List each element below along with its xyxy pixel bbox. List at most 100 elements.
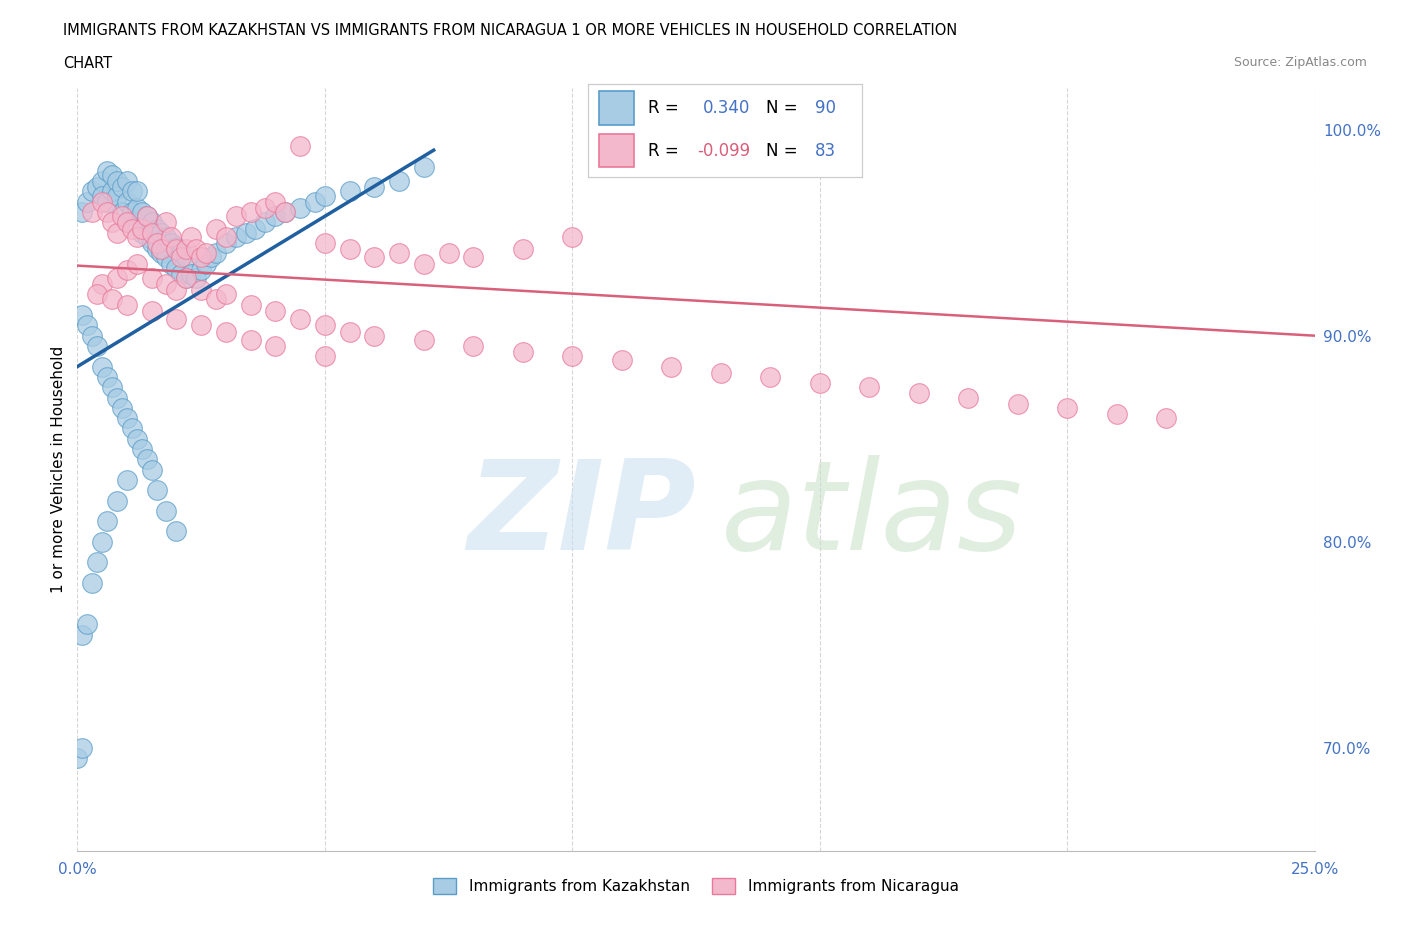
Point — [174, 271, 197, 286]
Point — [165, 524, 187, 538]
Point — [195, 246, 218, 260]
Point — [115, 262, 138, 277]
Point — [82, 576, 104, 591]
Text: atlas: atlas — [721, 455, 1022, 576]
Point — [659, 359, 682, 374]
FancyBboxPatch shape — [599, 134, 634, 167]
Point — [339, 242, 361, 257]
Point — [111, 179, 134, 194]
Point — [412, 256, 434, 271]
Point — [190, 318, 212, 333]
Point — [131, 442, 153, 457]
Point — [105, 493, 128, 508]
Point — [150, 225, 173, 240]
Point — [86, 339, 108, 353]
Point — [205, 221, 228, 236]
Point — [512, 242, 534, 257]
Text: ZIP: ZIP — [467, 455, 696, 576]
Point — [264, 339, 287, 353]
Point — [135, 208, 157, 223]
Point — [759, 369, 782, 384]
Text: R =: R = — [648, 99, 679, 117]
Point — [254, 215, 277, 230]
Point — [91, 277, 114, 292]
Point — [184, 242, 207, 257]
Point — [274, 205, 297, 219]
Point — [111, 401, 134, 416]
Point — [339, 325, 361, 339]
Point — [155, 230, 177, 245]
Point — [111, 208, 134, 223]
Point — [412, 332, 434, 347]
Point — [91, 188, 114, 203]
Point — [610, 353, 633, 368]
Point — [314, 235, 336, 250]
Point — [145, 242, 167, 257]
Point — [125, 230, 148, 245]
Point — [91, 194, 114, 209]
Point — [363, 250, 385, 265]
Point — [170, 250, 193, 265]
Point — [225, 208, 247, 223]
Text: 83: 83 — [815, 141, 837, 160]
Point — [145, 483, 167, 498]
Point — [412, 159, 434, 174]
Point — [174, 250, 197, 265]
Point — [141, 462, 163, 477]
Point — [288, 312, 311, 326]
Point — [135, 208, 157, 223]
Point — [91, 174, 114, 189]
Point — [141, 225, 163, 240]
Point — [174, 242, 197, 257]
Point — [561, 349, 583, 364]
Point — [82, 205, 104, 219]
Point — [105, 225, 128, 240]
Point — [314, 318, 336, 333]
Point — [141, 235, 163, 250]
Point — [72, 205, 94, 219]
Point — [82, 328, 104, 343]
Point — [145, 221, 167, 236]
Point — [125, 184, 148, 199]
Point — [115, 298, 138, 312]
Text: -0.099: -0.099 — [697, 141, 751, 160]
Point — [710, 365, 733, 380]
Point — [96, 205, 118, 219]
Point — [91, 359, 114, 374]
Point — [463, 339, 485, 353]
Point — [165, 260, 187, 275]
Point — [141, 271, 163, 286]
Point — [170, 266, 193, 281]
Point — [121, 184, 143, 199]
Point — [180, 266, 202, 281]
Point — [86, 555, 108, 570]
Point — [190, 262, 212, 277]
Point — [200, 250, 222, 265]
Y-axis label: 1 or more Vehicles in Household: 1 or more Vehicles in Household — [51, 346, 66, 593]
Point — [125, 256, 148, 271]
Point — [101, 291, 124, 306]
Point — [184, 271, 207, 286]
Point — [264, 194, 287, 209]
FancyBboxPatch shape — [599, 91, 634, 125]
Point — [239, 332, 262, 347]
Text: 0.340: 0.340 — [703, 99, 751, 117]
Point — [264, 303, 287, 318]
Point — [105, 188, 128, 203]
Point — [121, 421, 143, 436]
Point — [215, 287, 238, 302]
Point — [215, 230, 238, 245]
Point — [111, 205, 134, 219]
Point — [125, 201, 148, 216]
Point — [215, 235, 238, 250]
Point — [105, 174, 128, 189]
Point — [101, 215, 124, 230]
Point — [1056, 401, 1078, 416]
Point — [150, 246, 173, 260]
Point — [174, 271, 197, 286]
Point — [160, 235, 183, 250]
Point — [858, 379, 880, 394]
Point — [96, 513, 118, 528]
Point — [190, 250, 212, 265]
Point — [239, 205, 262, 219]
